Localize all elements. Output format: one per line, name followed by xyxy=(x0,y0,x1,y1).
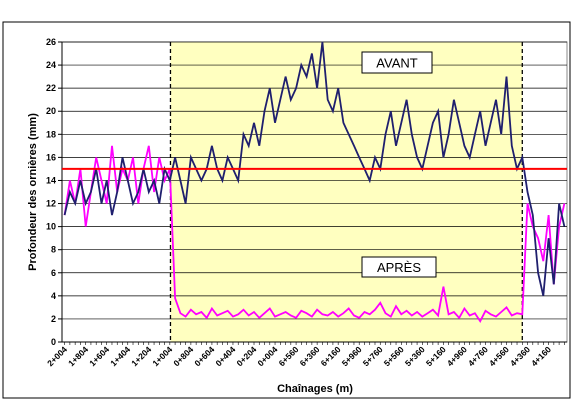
y-tick-label: 10 xyxy=(46,222,56,232)
y-tick-label: 18 xyxy=(46,129,56,139)
y-tick-label: 16 xyxy=(46,152,56,162)
data-line xyxy=(63,41,566,296)
y-tick-label: 0 xyxy=(51,337,56,347)
annotation: APRÈS xyxy=(377,260,421,275)
annotation: AVANT xyxy=(376,56,417,71)
y-tick-label: 24 xyxy=(46,60,56,70)
y-tick-label: 14 xyxy=(46,175,56,185)
annotation-box xyxy=(361,256,437,278)
y-tick-label: 26 xyxy=(46,37,56,47)
zone-highlight xyxy=(170,42,523,342)
y-axis-title: Profondeur des ornières (mm) xyxy=(27,113,39,271)
y-tick-label: 2 xyxy=(51,314,56,324)
x-axis-title: Chaînages (m) xyxy=(277,383,353,395)
y-tick-label: 22 xyxy=(46,83,56,93)
data-line xyxy=(63,145,566,323)
y-tick-label: 8 xyxy=(51,245,56,255)
y-tick-label: 12 xyxy=(46,199,56,209)
y-tick-label: 6 xyxy=(51,268,56,278)
annotation-box xyxy=(361,51,433,74)
y-tick-label: 20 xyxy=(46,106,56,116)
y-tick-label: 4 xyxy=(51,291,56,301)
